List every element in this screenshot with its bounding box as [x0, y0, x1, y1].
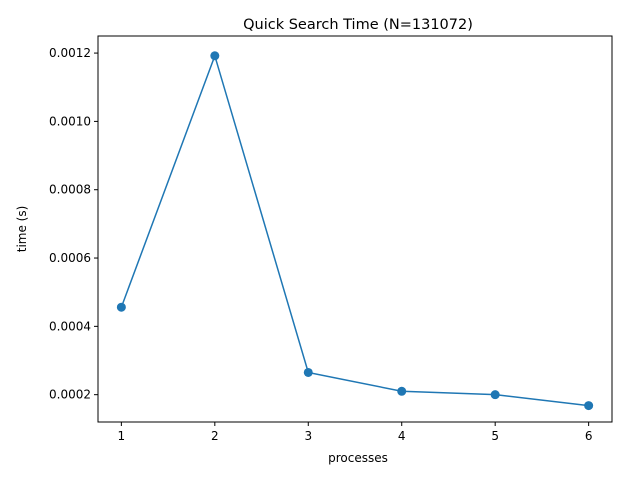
data-point: [303, 367, 313, 377]
x-tick-label: 1: [118, 429, 126, 443]
y-tick-label: 0.0012: [49, 46, 91, 60]
data-point: [584, 401, 594, 411]
y-tick-label: 0.0006: [49, 251, 91, 265]
plot-area: [116, 51, 594, 411]
series-line: [120, 53, 589, 407]
data-point: [116, 302, 126, 312]
y-tick-label: 0.0008: [49, 183, 91, 197]
x-tick-label: 3: [304, 429, 312, 443]
x-tick-label: 4: [398, 429, 406, 443]
x-axis: 1 2 3 4 5 6: [118, 422, 593, 443]
y-tick-label: 0.0004: [49, 319, 91, 333]
y-tick-label: 0.0010: [49, 114, 91, 128]
chart-title: Quick Search Time (N=131072): [243, 17, 473, 33]
x-axis-label: processes: [328, 451, 388, 465]
x-tick-label: 5: [491, 429, 499, 443]
y-axis: 0.0002 0.0004 0.0006 0.0008 0.0010 0.0012: [49, 46, 98, 402]
data-point: [210, 51, 220, 61]
data-point: [397, 386, 407, 396]
axes-frame: [97, 35, 613, 423]
data-point: [490, 390, 500, 400]
y-axis-label: time (s): [15, 206, 29, 253]
x-tick-label: 2: [211, 429, 219, 443]
y-tick-label: 0.0002: [49, 388, 91, 402]
x-tick-label: 6: [585, 429, 593, 443]
